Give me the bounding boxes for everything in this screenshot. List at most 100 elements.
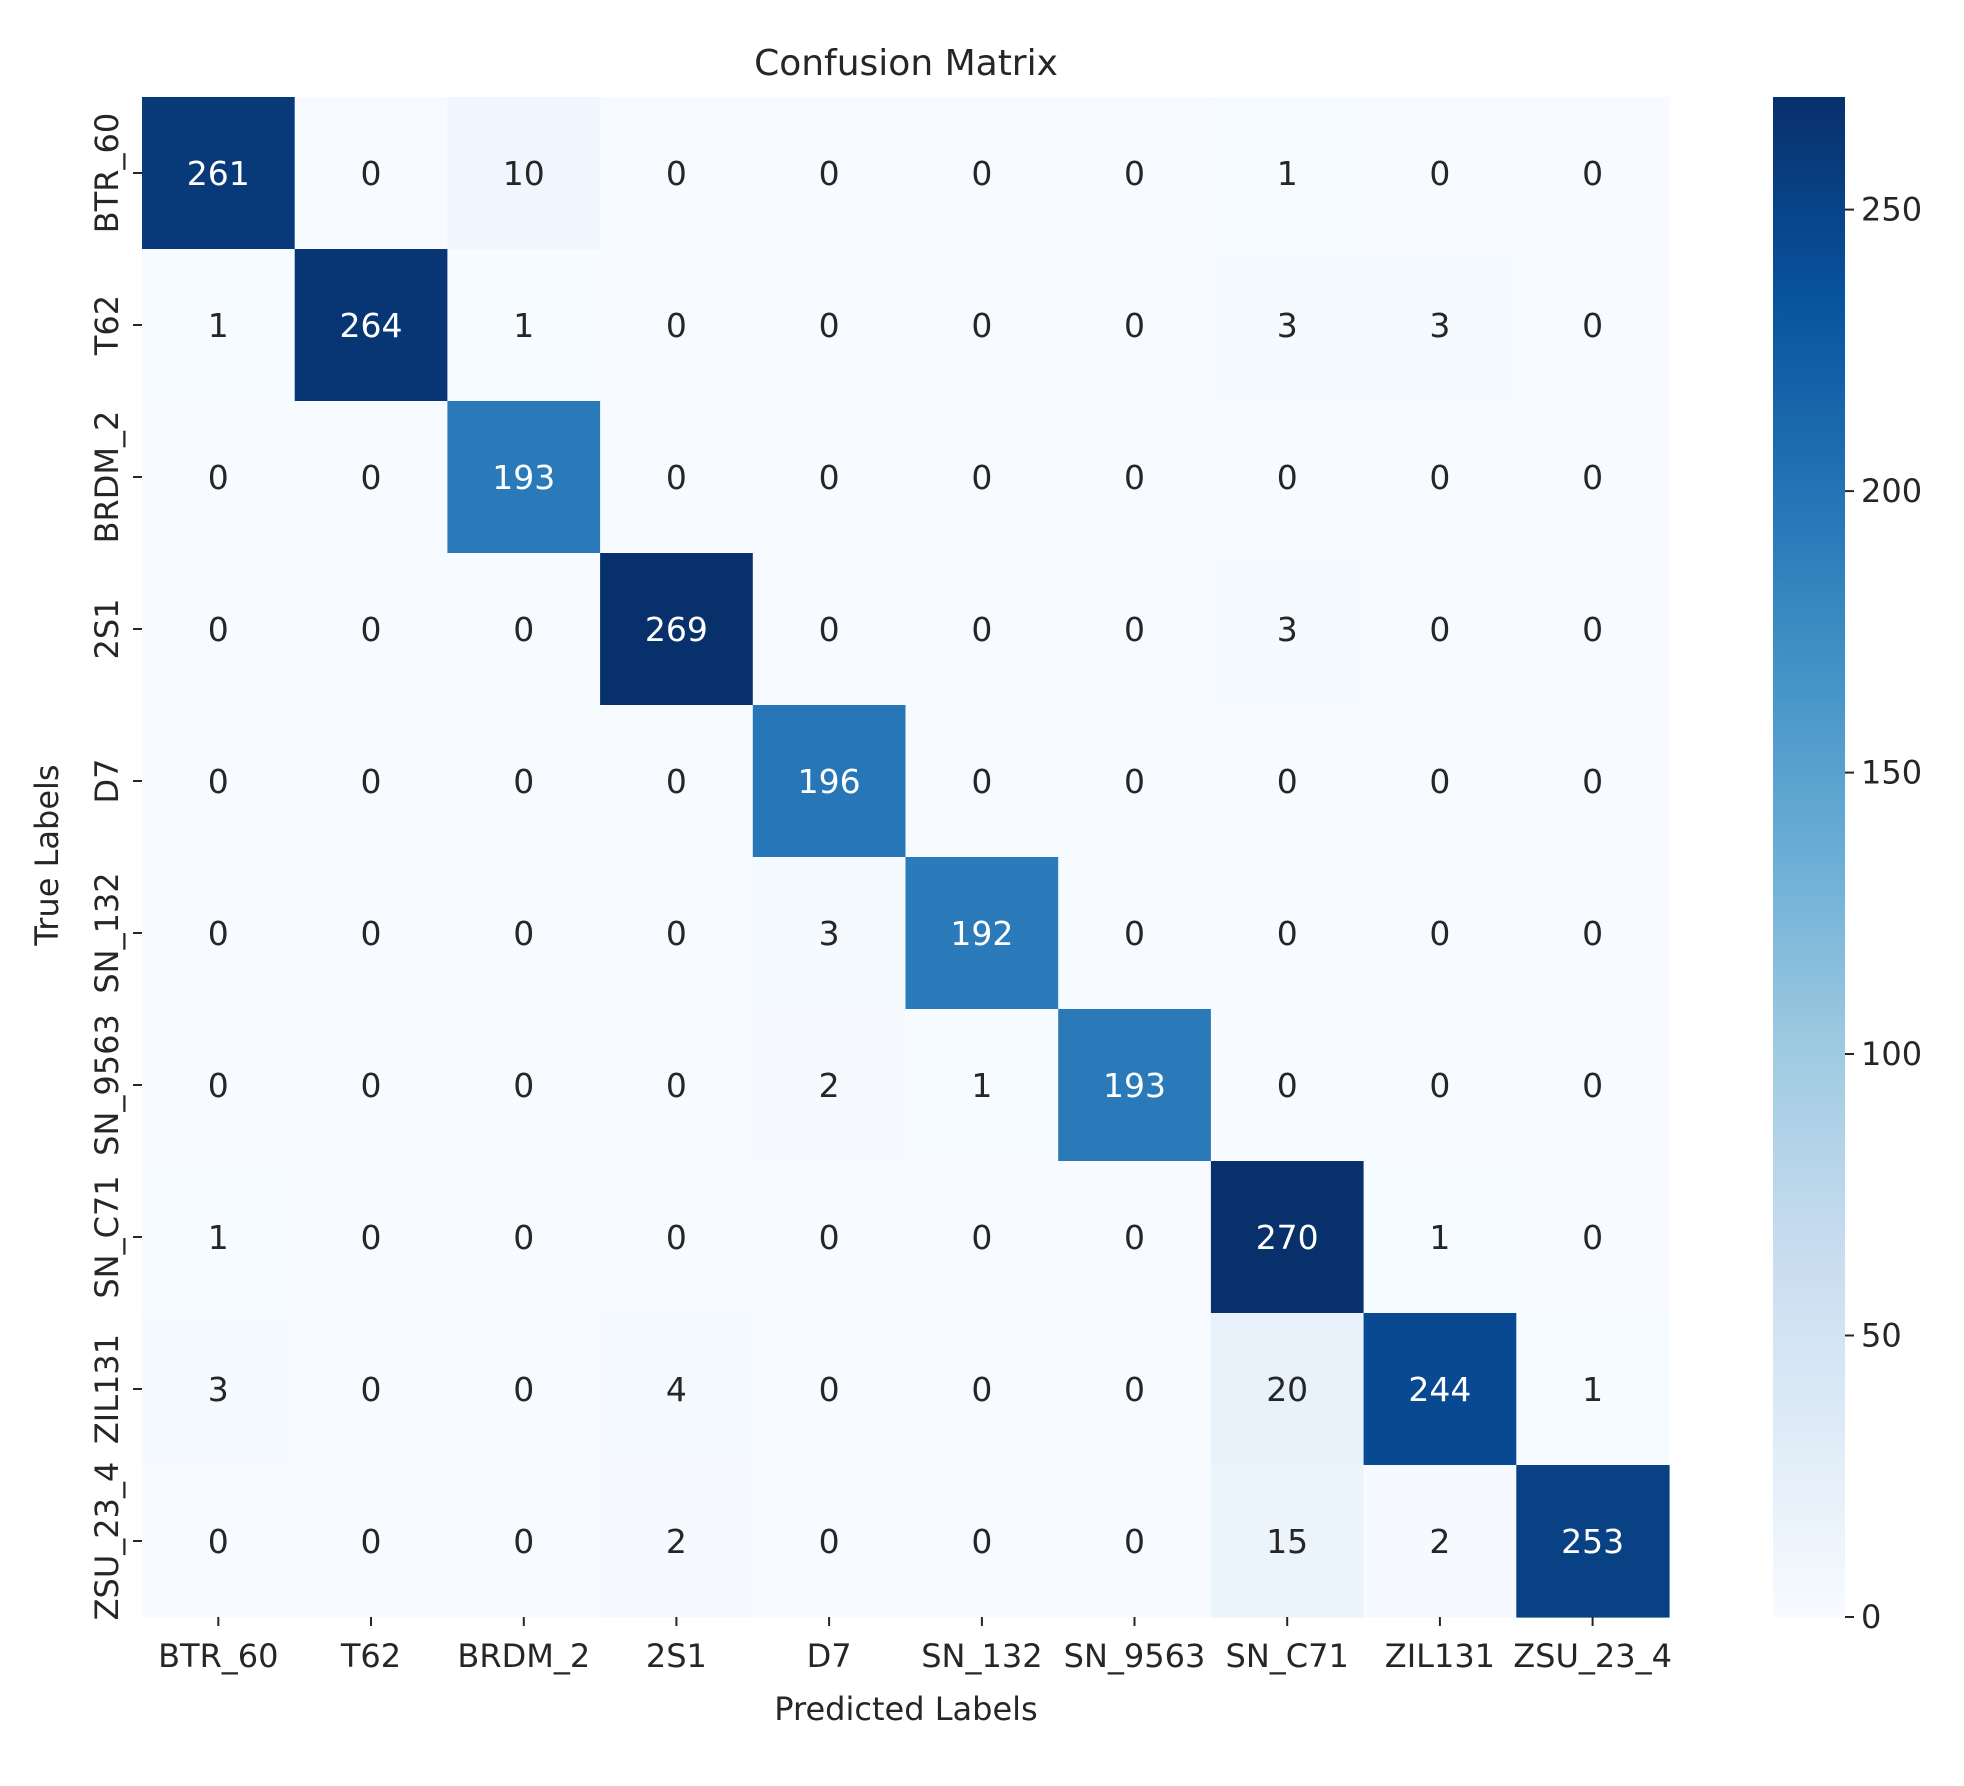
heatmap-cell — [1210, 401, 1365, 554]
cell-value-label: 0 — [208, 914, 229, 953]
heatmap-cell — [1363, 1465, 1517, 1618]
heatmap-cell — [447, 1465, 601, 1618]
cell-value-label: 20 — [1266, 1370, 1308, 1409]
cell-value-label: 4 — [666, 1370, 687, 1409]
cell-value-label: 253 — [1561, 1522, 1624, 1561]
cell-value-label: 192 — [950, 914, 1013, 953]
y-tick-label: SN_132 — [88, 872, 126, 993]
heatmap-cell — [1210, 1313, 1365, 1466]
cell-value-label: 2 — [1429, 1522, 1450, 1561]
colorbar-tick-label: 250 — [1861, 191, 1922, 229]
cell-value-label: 0 — [971, 762, 992, 801]
heatmap-cell — [1363, 553, 1517, 706]
heatmap-cell — [142, 705, 296, 858]
heatmap-cell — [905, 1313, 1059, 1466]
heatmap-cell — [600, 705, 754, 858]
y-tick-label: D7 — [88, 759, 126, 804]
cell-value-label: 0 — [513, 1218, 534, 1257]
cell-value-label: 0 — [513, 1370, 534, 1409]
heatmap-cell — [600, 401, 754, 554]
heatmap-cell — [1058, 249, 1212, 402]
heatmap-cell — [1516, 553, 1670, 706]
heatmap-cell — [447, 97, 601, 250]
cell-value-label: 193 — [492, 458, 555, 497]
cell-value-label: 0 — [666, 762, 687, 801]
heatmap-cell — [905, 553, 1059, 706]
cell-value-label: 0 — [666, 914, 687, 953]
heatmap-cell — [752, 1465, 907, 1618]
heatmap-cell — [752, 1009, 907, 1162]
heatmap-cell — [600, 1313, 754, 1466]
heatmap-cell — [294, 401, 448, 554]
cell-value-label: 0 — [666, 458, 687, 497]
cell-value-label: 0 — [1277, 458, 1298, 497]
cell-value-label: 0 — [819, 610, 840, 649]
cell-value-label: 0 — [971, 306, 992, 345]
x-tick-label: 2S1 — [646, 1637, 707, 1675]
cell-value-label: 0 — [208, 1522, 229, 1561]
cell-value-label: 0 — [208, 458, 229, 497]
heatmap-cell — [1516, 857, 1670, 1010]
cell-value-label: 0 — [819, 1522, 840, 1561]
cell-value-label: 0 — [361, 610, 382, 649]
colorbar-ticks: 0 50 100 150 200 250 — [1845, 191, 1922, 1636]
heatmap-cell — [142, 401, 296, 554]
cell-value-label: 0 — [819, 154, 840, 193]
cell-value-label: 3 — [1277, 610, 1298, 649]
heatmap-cell — [447, 1161, 601, 1314]
heatmap-cell — [142, 857, 296, 1010]
cell-value-label: 0 — [819, 306, 840, 345]
heatmap-cell — [600, 857, 754, 1010]
cell-value-label: 264 — [340, 306, 403, 345]
cell-value-label: 1 — [513, 306, 534, 345]
y-axis-ticks: BTR_60 T62 BRDM_2 2S1 D7 SN_132 SN_9563 SN_C71 Z… — [88, 113, 142, 1620]
heatmap-cell — [905, 857, 1059, 1010]
cell-value-label: 0 — [513, 1066, 534, 1105]
cell-value-label: 0 — [971, 458, 992, 497]
heatmap-cell — [905, 1161, 1059, 1314]
colorbar-tick-label: 0 — [1861, 1598, 1881, 1636]
y-tick-label: ZIL131 — [88, 1334, 126, 1444]
x-tick-label: SN_9563 — [1064, 1637, 1206, 1675]
cell-value-label: 0 — [666, 1066, 687, 1105]
x-tick-label: BTR_60 — [158, 1637, 278, 1675]
cell-value-label: 196 — [798, 762, 861, 801]
heatmap-cell — [142, 1161, 296, 1314]
cell-value-label: 0 — [971, 1218, 992, 1257]
heatmap-cell — [1516, 1465, 1670, 1618]
heatmap-cell — [1363, 249, 1517, 402]
heatmap-cell — [294, 1465, 448, 1618]
heatmap-cell — [1516, 705, 1670, 858]
cell-value-label: 3 — [208, 1370, 229, 1409]
cell-value-label: 0 — [1124, 1370, 1145, 1409]
heatmap-cell — [142, 553, 296, 706]
cell-value-label: 0 — [208, 1066, 229, 1105]
heatmap-cell — [752, 553, 907, 706]
heatmap-cell — [1210, 705, 1365, 858]
cell-value-label: 0 — [361, 762, 382, 801]
cell-value-label: 0 — [971, 1522, 992, 1561]
heatmap-cell — [142, 1313, 296, 1466]
cell-value-label: 0 — [819, 458, 840, 497]
heatmap-cell — [1210, 97, 1365, 250]
cell-value-label: 0 — [1429, 458, 1450, 497]
cell-value-label: 0 — [1429, 762, 1450, 801]
cell-value-label: 269 — [645, 610, 708, 649]
cell-value-label: 0 — [1124, 1218, 1145, 1257]
cell-value-label: 0 — [1277, 762, 1298, 801]
colorbar-tick-label: 200 — [1861, 472, 1922, 510]
cell-value-label: 193 — [1103, 1066, 1166, 1105]
heatmap-cell — [1516, 1313, 1670, 1466]
heatmap-cell — [1058, 553, 1212, 706]
chart-title: Confusion Matrix — [754, 43, 1058, 84]
cell-value-label: 0 — [666, 1218, 687, 1257]
heatmap-cell — [752, 401, 907, 554]
heatmap-cell — [905, 1009, 1059, 1162]
heatmap-cell — [600, 249, 754, 402]
heatmap-cell — [294, 553, 448, 706]
x-axis-label: Predicted Labels — [774, 1690, 1037, 1728]
cell-value-label: 270 — [1256, 1218, 1319, 1257]
x-axis-ticks: BTR_60 T62 BRDM_2 2S1 D7 SN_132 SN_9563 SN_C71 Z… — [158, 1617, 1672, 1675]
cell-value-label: 0 — [513, 762, 534, 801]
